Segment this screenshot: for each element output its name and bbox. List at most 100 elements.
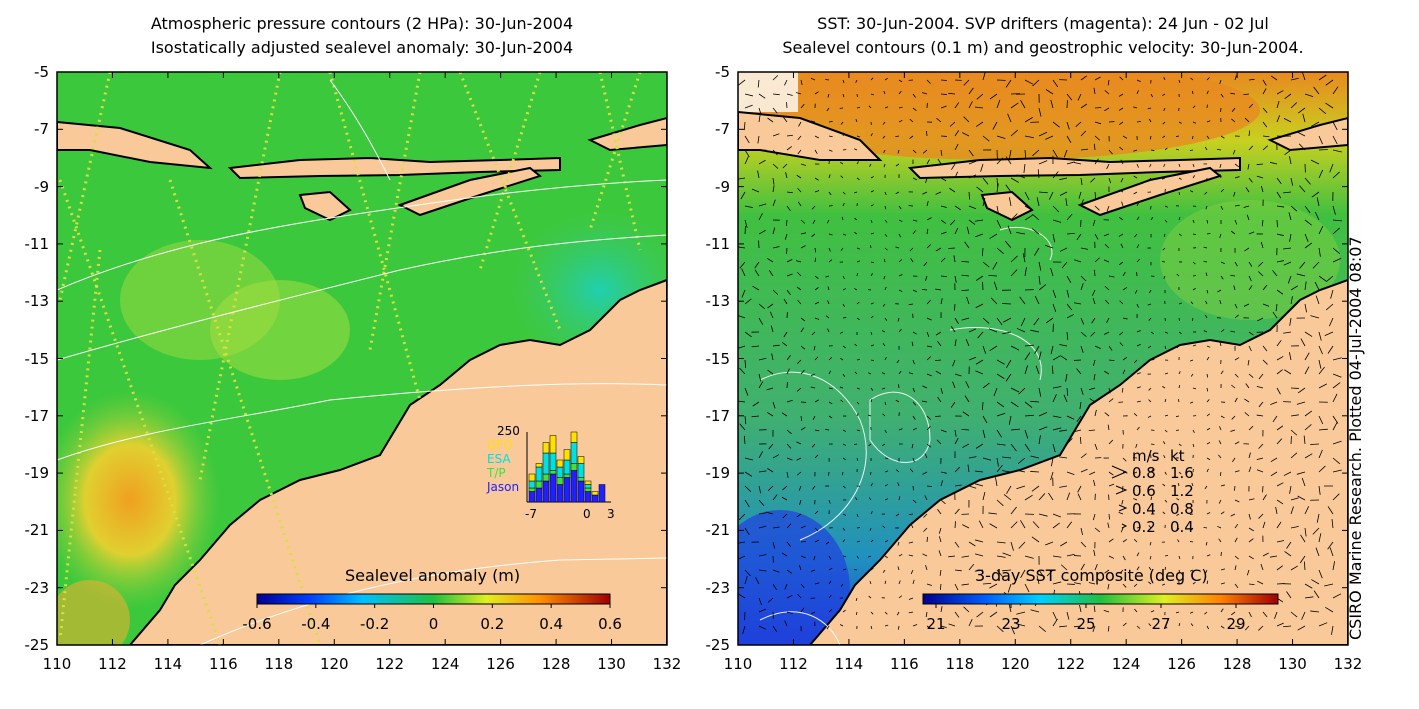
inset-bar-segment [584,480,592,485]
left-x-tick-label: 120 [319,655,349,673]
credit-text: CSIRO Marine Research. Plotted 04-Jul-20… [1346,236,1365,640]
inset-legend-item: T/P [487,466,506,480]
right-x-tick-label: 114 [834,655,864,673]
inset-bar-segment [528,480,536,489]
left-x-tick-label: 130 [597,655,626,673]
inset-bar-segment [591,491,599,496]
left-y-tick-label: -5 [34,63,49,81]
left-y-tick-label: -23 [24,578,50,597]
inset-max-label: 250 [497,424,520,438]
left-x-tick-label: 110 [42,655,72,673]
velocity-legend-kt: 0.8 [1170,500,1194,518]
right-x-tick-label: 130 [1278,655,1307,673]
velocity-legend-ms: 0.8 [1132,464,1156,482]
right-y-tick-label: -23 [705,578,731,597]
right-y-tick-label: -13 [705,292,731,311]
colorbar-tick-label: 29 [1226,615,1246,633]
right-y-tick-label: -19 [705,464,731,483]
left-x-tick-label: 116 [209,655,238,673]
left-x-tick-label: 114 [153,655,183,673]
inset-x-tick-label: -7 [525,507,537,521]
inset-bar-segment [535,487,543,503]
colorbar-tick-label: 27 [1151,615,1171,633]
right-x-tick-label: 128 [1222,655,1252,673]
inset-bar-segment [577,477,585,482]
inset-bar-segment [542,452,550,475]
colorbar-tick-label: 25 [1076,615,1096,633]
right-y-tick-label: -7 [715,120,730,139]
right-x-tick-label: 120 [1000,655,1030,673]
left-x-tick-label: 118 [264,655,294,673]
inset-bar-segment [556,477,564,485]
velocity-legend-kt: 0.4 [1170,518,1194,536]
left-y-tick-label: -25 [24,636,50,654]
right-y-tick-label: -11 [705,234,731,253]
colorbar-tick-label: 21 [926,615,946,633]
inset-bar-segment [570,470,578,503]
inset-bar-segment [535,466,543,482]
colorbar-tick-label: -0.2 [360,615,390,633]
colorbar-tick-label: 0.2 [480,615,505,633]
inset-bar-segment [584,487,592,492]
right-y-tick-label: -9 [715,177,730,196]
right-x-tick-label: 118 [945,655,975,673]
inset-bar-segment [584,484,592,489]
inset-bar-segment [542,480,550,503]
inset-bar-segment [570,442,578,464]
right-x-tick-label: 116 [890,655,919,673]
colorbar-tick-label: -0.4 [301,615,331,633]
left-x-tick-label: 112 [98,655,127,673]
inset-bar-segment [577,480,585,503]
velocity-legend-arrows [1111,465,1128,529]
inset-bar-segment [528,491,536,503]
right-x-tick-label: 124 [1111,655,1141,673]
left-title-line2: Isostatically adjusted sealevel anomaly:… [150,38,574,57]
left-y-tick-label: -11 [24,234,50,253]
inset-bar-segment [542,442,550,454]
right-x-tick-label: 122 [1056,655,1086,673]
velocity-legend-ms: 0.2 [1132,518,1156,536]
inset-bar-segment [535,463,543,468]
inset-bar-segment [549,435,557,454]
left-x-tick-label: 122 [375,655,405,673]
inset-x-tick-label: 0 [583,507,591,521]
inset-x-tick-label: 3 [607,507,615,521]
right-colorbar-label: 3-day SST composite (deg C) [975,566,1208,585]
inset-legend-item: ESA [487,452,511,466]
colorbar-tick-label: 0.6 [598,615,622,633]
inset-bar-segment [542,473,550,482]
velocity-legend-ms: 0.6 [1132,482,1156,500]
right-x-tick-label: 126 [1167,655,1196,673]
inset-histogram [526,431,611,503]
velocity-legend-header-kt: kt [1170,447,1185,465]
right-map [738,72,1348,645]
inset-bar-segment [549,473,557,503]
inset-bar-segment [528,473,536,482]
velocity-legend-header-ms: m/s [1132,447,1160,465]
left-y-tick-label: -9 [34,177,49,196]
left-y-tick-label: -21 [24,521,50,540]
inset-bar-segment [577,463,585,478]
colorbar-tick-label: -0.6 [242,615,272,633]
velocity-legend-kt: 1.6 [1170,464,1194,482]
left-colorbar [256,593,611,605]
left-y-tick-label: -7 [34,120,49,139]
inset-bar-segment [570,431,578,443]
velocity-legend-kt: 1.2 [1170,482,1194,500]
inset-bar-segment [563,477,571,503]
left-y-tick-label: -13 [24,292,50,311]
left-x-tick-label: 124 [430,655,460,673]
left-map [57,72,667,645]
left-title-line1: Atmospheric pressure contours (2 HPa): 3… [150,14,574,33]
inset-bar-segment [556,466,564,478]
inset-bar-segment [563,473,571,478]
inset-bar-segment [549,470,557,475]
right-y-tick-label: -21 [705,521,731,540]
inset-bar-segment [570,463,578,471]
inset-bar-segment [584,491,592,503]
inset-bar-segment [563,459,571,475]
right-y-tick-label: -17 [705,406,731,425]
inset-bar-segment [563,449,571,461]
inset-bar-segment [556,484,564,503]
